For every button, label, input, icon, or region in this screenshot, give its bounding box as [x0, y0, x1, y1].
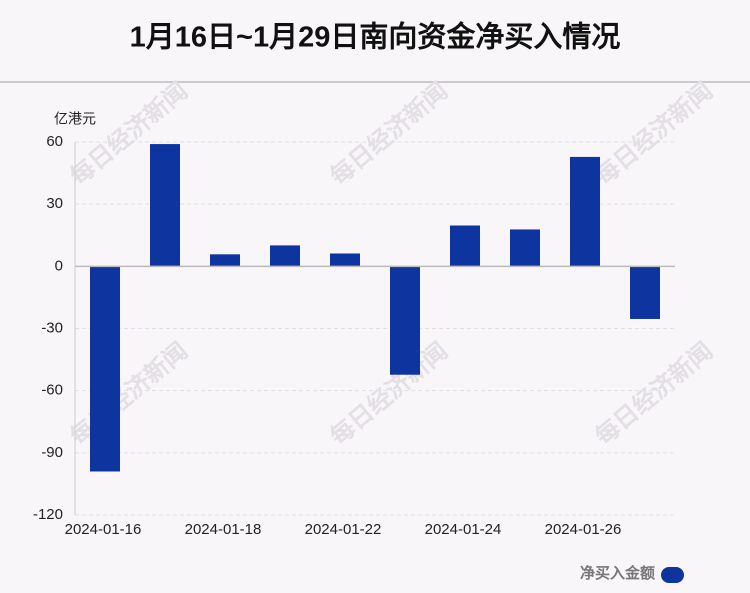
y-tick-label: -90 [41, 444, 63, 461]
x-tick-label: 2024-01-22 [305, 521, 382, 538]
x-tick-label: 2024-01-24 [425, 521, 502, 538]
y-tick-label: -120 [33, 506, 63, 523]
bar [630, 266, 660, 319]
x-tick-label: 2024-01-18 [185, 521, 262, 538]
y-tick-label: 30 [46, 195, 63, 212]
y-tick-label: -30 [41, 319, 63, 336]
x-tick-label: 2024-01-16 [65, 521, 142, 538]
bar [330, 253, 360, 267]
chart-title: 1月16日~1月29日南向资金净买入情况 [130, 20, 621, 54]
legend-label: 净买入金额 [580, 564, 655, 582]
y-tick-label: 60 [46, 133, 63, 150]
y-unit: 亿港元 [54, 111, 96, 127]
y-tick-label: -60 [41, 382, 63, 399]
bar [510, 229, 540, 267]
bar [570, 156, 600, 267]
legend-swatch [661, 567, 684, 583]
bar [390, 266, 420, 375]
y-tick-label: 0 [55, 257, 63, 274]
bar [90, 266, 120, 472]
x-tick-label: 2024-01-26 [545, 521, 622, 538]
bar [150, 144, 180, 267]
bar [270, 245, 300, 267]
bar [450, 225, 480, 267]
bar [210, 254, 240, 267]
